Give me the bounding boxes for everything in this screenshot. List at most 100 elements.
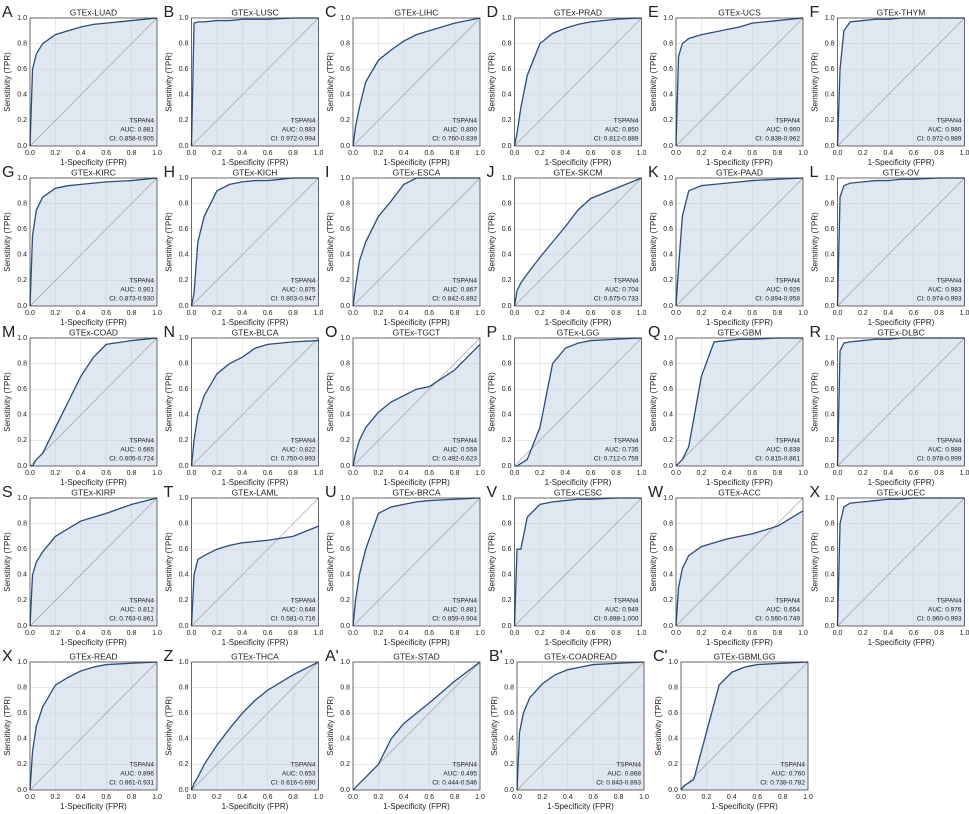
roc-panel: 0.0 0.2 0.4 0.6 0.8 1.0 0.0 0.2 0.4 0.6 0.8 1.0 Z GTE… (164, 648, 324, 811)
y-tick-label: 0.2 (663, 597, 673, 604)
x-tick-label: 0.4 (560, 310, 570, 317)
x-axis-label: 1-Specificity (FPR) (222, 638, 289, 647)
x-tick-label: 0.0 (671, 470, 681, 477)
reference-diagonal (191, 337, 319, 467)
x-tick-label: 0.0 (25, 630, 35, 637)
y-tick-label: 0.4 (179, 92, 189, 99)
x-tick-label: 0.0 (510, 630, 520, 637)
y-tick-label: 0.4 (825, 572, 835, 579)
y-tick-label: 1.0 (179, 659, 189, 666)
y-tick-label: 0.8 (17, 200, 27, 207)
roc-curve (514, 337, 642, 467)
annotation: AUC: 0.495 (443, 771, 477, 778)
y-tick-label: 0.8 (663, 40, 673, 47)
x-tick-label: 0.0 (25, 794, 35, 801)
panel-title: GTEx-THCA (231, 651, 279, 661)
panel-title: GTEx-GBMLGG (714, 651, 776, 661)
annotation: CI: 0.492-0.623 (432, 456, 477, 463)
roc-panel: 0.0 0.2 0.4 0.6 0.8 1.0 0.0 0.2 0.4 0.6 0.8 1.0 X GTE… (2, 648, 162, 811)
roc-curve (352, 17, 481, 147)
x-tick-label: 1.0 (475, 470, 485, 477)
y-tick-label: 1.0 (179, 495, 189, 502)
x-tick-label: 0.8 (611, 630, 621, 637)
x-tick-label: 0.2 (51, 470, 61, 477)
roc-panel: 0.0 0.2 0.4 0.6 0.8 1.0 0.0 0.2 0.4 0.6 0.8 1.0 S GTE… (2, 484, 162, 647)
x-tick-label: 0.2 (51, 310, 61, 317)
roc-panel: 0.0 0.2 0.4 0.6 0.8 1.0 0.0 0.2 0.4 0.6 0.8 1.0 B GTE… (164, 4, 324, 167)
y-axis-label: Sensitivity (TPR) (326, 532, 335, 592)
x-tick-label: 0.2 (51, 150, 61, 157)
x-tick-label: 0.6 (747, 470, 757, 477)
panel-label: P (487, 324, 498, 341)
x-tick-label: 0.2 (535, 630, 545, 637)
x-tick-label: 0.8 (450, 150, 460, 157)
x-tick-label: 0.2 (535, 310, 545, 317)
y-tick-label: 1.0 (825, 175, 835, 182)
roc-curve (513, 177, 642, 307)
x-tick-label: 0.8 (934, 630, 944, 637)
x-tick-label: 0.0 (348, 150, 358, 157)
y-tick-label: 0.0 (663, 303, 673, 310)
x-tick-label: 0.6 (909, 630, 919, 637)
plot-frame (352, 17, 481, 147)
x-tick-label: 0.4 (399, 794, 409, 801)
y-axis-label: Sensitivity (TPR) (3, 532, 12, 592)
x-tick-label: 0.2 (697, 150, 707, 157)
x-axis-label: 1-Specificity (FPR) (222, 802, 289, 811)
y-tick-label: 0.6 (663, 386, 673, 393)
annotation: AUC: 0.980 (928, 127, 962, 134)
plot-frame (191, 661, 319, 791)
y-axis-label: Sensitivity (TPR) (326, 696, 335, 756)
x-axis-label: 1-Specificity (FPR) (60, 478, 127, 487)
roc-panel: 0.0 0.2 0.4 0.6 0.8 1.0 0.0 0.2 0.4 0.6 0.8 1.0 F GTE… (810, 4, 969, 167)
y-tick-label: 0.4 (17, 92, 27, 99)
x-tick-label: 0.4 (76, 794, 86, 801)
panel-label: Q (648, 324, 660, 341)
y-tick-label: 0.4 (340, 572, 350, 579)
y-tick-label: 1.0 (825, 495, 835, 502)
panel-title: GTEx-READ (69, 651, 117, 661)
x-tick-label: 0.6 (424, 150, 434, 157)
x-tick-label: 0.0 (348, 630, 358, 637)
y-tick-label: 0.4 (340, 92, 350, 99)
y-tick-label: 0.2 (179, 761, 189, 768)
x-tick-label: 0.6 (263, 150, 273, 157)
reference-diagonal (680, 661, 809, 791)
y-axis-label: Sensitivity (TPR) (165, 372, 174, 432)
roc-curve (675, 17, 804, 147)
reference-diagonal (675, 177, 804, 307)
annotation: TSPAN4 (616, 762, 641, 769)
y-tick-label: 0.2 (663, 437, 673, 444)
x-tick-label: 1.0 (960, 470, 969, 477)
annotation: CI: 0.812-0.889 (594, 136, 639, 143)
x-tick-label: 1.0 (637, 150, 647, 157)
panel-title: GTEx-OV (883, 167, 920, 177)
y-axis-label: Sensitivity (TPR) (326, 52, 335, 112)
y-tick-label: 1.0 (340, 15, 350, 22)
y-axis-label: Sensitivity (TPR) (3, 52, 12, 112)
y-tick-label: 0.6 (825, 226, 835, 233)
y-tick-label: 1.0 (340, 495, 350, 502)
x-tick-label: 0.4 (399, 150, 409, 157)
x-tick-label: 1.0 (314, 794, 324, 801)
y-tick-label: 0.6 (504, 710, 514, 717)
x-tick-label: 0.0 (833, 470, 843, 477)
y-axis-label: Sensitivity (TPR) (3, 696, 12, 756)
x-tick-label: 0.0 (348, 794, 358, 801)
annotation: TSPAN4 (775, 278, 800, 285)
y-tick-label: 0.4 (17, 736, 27, 743)
y-tick-label: 1.0 (663, 15, 673, 22)
y-tick-label: 0.8 (668, 684, 678, 691)
x-tick-label: 1.0 (314, 310, 324, 317)
panel-title: GTEx-SKCM (553, 167, 602, 177)
annotation: TSPAN4 (129, 278, 154, 285)
reference-diagonal (514, 17, 642, 147)
panel-label: A (2, 4, 13, 21)
y-tick-label: 0.8 (17, 40, 27, 47)
annotation: AUC: 0.735 (605, 447, 639, 454)
annotation: AUC: 0.800 (443, 127, 477, 134)
roc-curve (513, 17, 642, 147)
annotation: TSPAN4 (452, 118, 477, 125)
y-tick-label: 0.4 (663, 412, 673, 419)
x-axis-label: 1-Specificity (FPR) (706, 158, 773, 167)
